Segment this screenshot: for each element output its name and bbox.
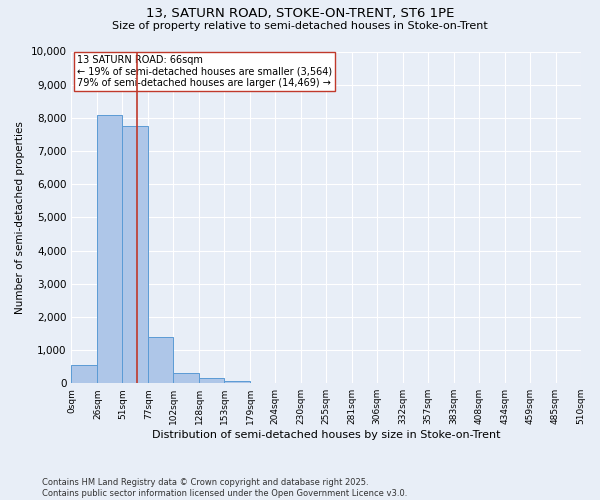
Text: Size of property relative to semi-detached houses in Stoke-on-Trent: Size of property relative to semi-detach… bbox=[112, 21, 488, 31]
Text: 13 SATURN ROAD: 66sqm
← 19% of semi-detached houses are smaller (3,564)
79% of s: 13 SATURN ROAD: 66sqm ← 19% of semi-deta… bbox=[77, 55, 332, 88]
Bar bbox=[173, 374, 199, 383]
Bar bbox=[71, 365, 97, 383]
Title: 13, SATURN ROAD, STOKE-ON-TRENT, ST6 1PE
Size of property relative to semi-detac: 13, SATURN ROAD, STOKE-ON-TRENT, ST6 1PE… bbox=[0, 499, 1, 500]
Bar bbox=[199, 378, 224, 383]
Bar bbox=[148, 337, 173, 383]
Bar bbox=[97, 114, 122, 383]
Bar bbox=[224, 380, 250, 383]
X-axis label: Distribution of semi-detached houses by size in Stoke-on-Trent: Distribution of semi-detached houses by … bbox=[152, 430, 500, 440]
Bar bbox=[122, 126, 148, 383]
Text: 13, SATURN ROAD, STOKE-ON-TRENT, ST6 1PE: 13, SATURN ROAD, STOKE-ON-TRENT, ST6 1PE bbox=[146, 8, 454, 20]
Text: Contains HM Land Registry data © Crown copyright and database right 2025.
Contai: Contains HM Land Registry data © Crown c… bbox=[42, 478, 407, 498]
Y-axis label: Number of semi-detached properties: Number of semi-detached properties bbox=[15, 121, 25, 314]
